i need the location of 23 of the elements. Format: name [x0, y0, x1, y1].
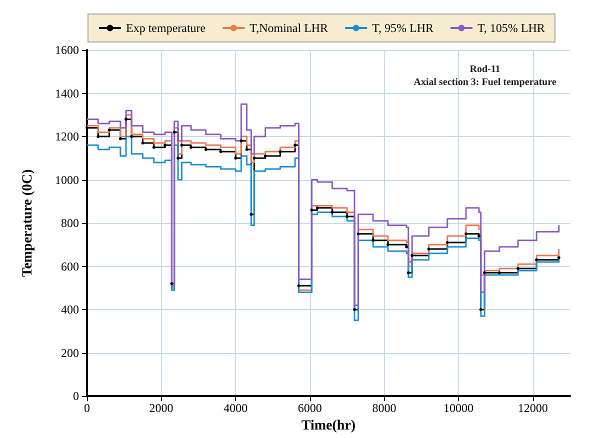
y-tick-label: 1600: [55, 43, 79, 57]
y-tick-label: 1000: [55, 172, 79, 187]
y-tick-label: 400: [61, 302, 79, 317]
legend-label: T, 95% LHR: [372, 21, 434, 35]
x-tick-label: 8000: [372, 401, 396, 416]
x-tick-label: 12000: [518, 401, 548, 416]
y-tick-label: 1400: [55, 86, 79, 100]
y-tick-label: 600: [61, 259, 79, 274]
y-axis-title: Temperature (0C): [20, 168, 36, 277]
legend-label: Exp temperature: [126, 21, 206, 35]
y-tick-label: 800: [61, 216, 79, 230]
x-tick-label: 2000: [149, 401, 174, 416]
x-tick-label: 0: [84, 401, 90, 416]
x-tick-label: 4000: [224, 401, 248, 416]
y-tick-label: 1200: [55, 130, 79, 144]
y-tick-label: 200: [61, 346, 79, 360]
x-tick-label: 10000: [444, 401, 474, 416]
x-axis-title: Time(hr): [301, 418, 356, 434]
legend-label: T, 105% LHR: [478, 21, 545, 35]
legend-label: T,Nominal LHR: [250, 21, 328, 35]
x-tick-label: 6000: [298, 401, 322, 416]
annotation: Rod-11 Axial section 3: Fuel temperature: [414, 64, 557, 88]
y-tick-label: 0: [73, 389, 79, 404]
